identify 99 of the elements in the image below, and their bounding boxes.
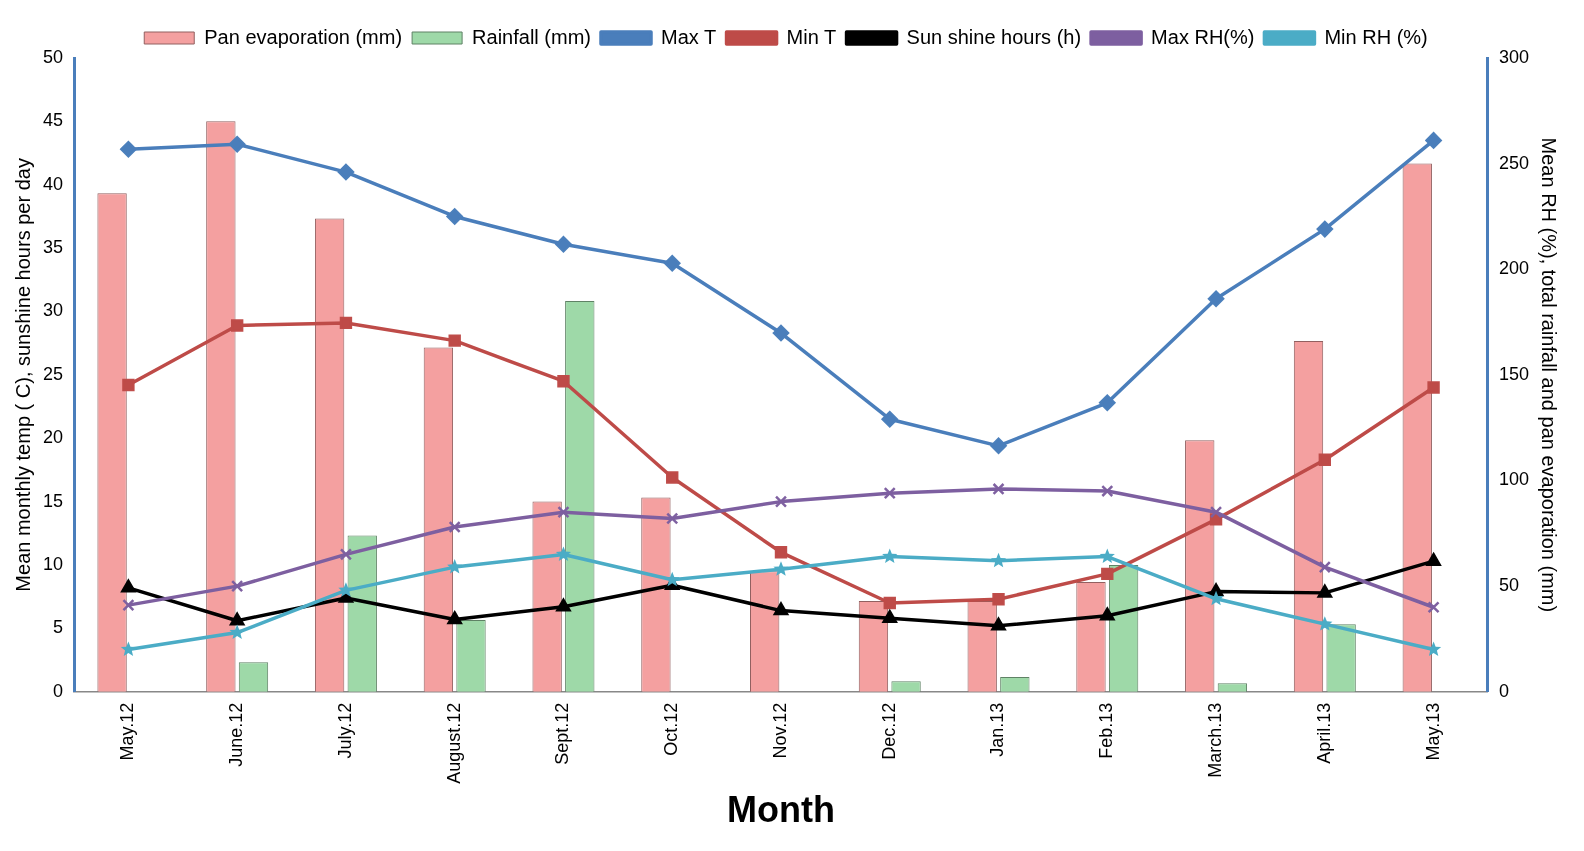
x-tick-label: August.12 [443,702,464,784]
point [992,482,1005,496]
legend-label: Min T [786,25,837,48]
point [773,602,789,616]
point [230,579,244,593]
point [556,598,571,612]
point [990,437,1007,455]
point [121,579,136,593]
y2-axis-title: Mean RH (%), total rainfall and pan evaporation (mm) [1538,137,1561,613]
point [448,520,461,534]
point [1099,394,1116,411]
point [122,598,135,612]
legend-label: Max T [661,25,717,48]
point [1101,567,1114,581]
x-tick-label: May.13 [1422,702,1443,761]
point [1316,220,1334,238]
point [339,316,353,330]
legend-label: Min RH (%) [1324,25,1428,48]
point [120,641,137,656]
point [881,410,899,428]
point [1426,552,1441,566]
point [666,471,679,484]
point [229,624,245,640]
point [447,611,463,625]
point [1099,607,1115,621]
point [446,208,463,225]
x-axis-title: Month [727,789,835,831]
y-axis-title: Mean monthly temp ( C), sunshine hours per day [11,158,34,592]
y2-tick-label: 250 [1498,152,1530,173]
point [992,593,1005,606]
point [882,548,898,564]
y-tick-label: 50 [42,46,64,67]
point [773,561,789,576]
x-tick-label: Nov.12 [769,702,790,759]
point [1318,560,1332,574]
y-tick-label: 45 [42,110,64,131]
point [1427,381,1440,394]
point [991,617,1006,631]
point [1317,584,1333,598]
point [557,375,570,388]
point [1425,132,1442,149]
y2-tick-label: 150 [1498,363,1530,384]
y-tick-label: 35 [42,237,64,258]
x-tick-label: March.13 [1205,702,1226,778]
x-tick-label: Feb.13 [1096,702,1117,759]
point [229,612,245,626]
point [120,141,137,158]
point [1427,601,1440,614]
point [338,582,354,597]
point [337,163,355,181]
point [883,486,896,500]
point [772,324,790,342]
point [555,236,572,253]
point [1207,290,1225,308]
x-tick-label: Dec.12 [878,702,899,760]
legend-label: Sun shine hours (h) [906,25,1082,48]
y2-tick-label: 50 [1498,575,1519,596]
point [1317,616,1333,631]
point [774,546,788,559]
x-tick-label: Jan.13 [987,702,1008,757]
x-tick-label: April.13 [1313,702,1334,764]
point [339,548,353,561]
x-tick-label: Sept.12 [552,702,573,765]
point [557,505,570,519]
x-tick-label: June.12 [226,702,247,767]
legend-label: Rainfall (mm) [472,25,592,48]
point [1099,548,1115,564]
y-tick-label: 20 [42,427,64,448]
legend-label: Max RH(%) [1151,25,1255,48]
point [1209,505,1223,519]
x-tick-label: May.12 [117,702,138,761]
y-tick-label: 30 [42,300,64,321]
x-tick-label: July.12 [334,702,355,759]
point [122,378,135,392]
y2-tick-label: 200 [1498,258,1530,279]
y2-tick-label: 100 [1498,469,1530,490]
legend-label: Pan evaporation (mm) [204,25,403,48]
point [882,609,898,623]
point [1318,453,1332,466]
y2-tick-label: 0 [1498,680,1509,701]
y-tick-label: 10 [42,553,64,574]
y-tick-label: 25 [42,363,64,384]
point [228,135,246,153]
point [555,546,572,561]
y-tick-label: 15 [42,490,64,511]
x-tick-label: Oct.12 [661,702,682,756]
point [1101,484,1114,498]
point [447,559,463,574]
point [774,495,788,508]
point [448,334,461,347]
point [883,596,896,610]
y-tick-label: 0 [53,680,64,701]
point [990,552,1007,568]
point [666,512,679,525]
y-tick-label: 40 [42,173,64,194]
y2-tick-label: 300 [1498,46,1530,67]
point [230,319,244,332]
y-tick-label: 5 [53,617,64,638]
point [663,255,681,272]
